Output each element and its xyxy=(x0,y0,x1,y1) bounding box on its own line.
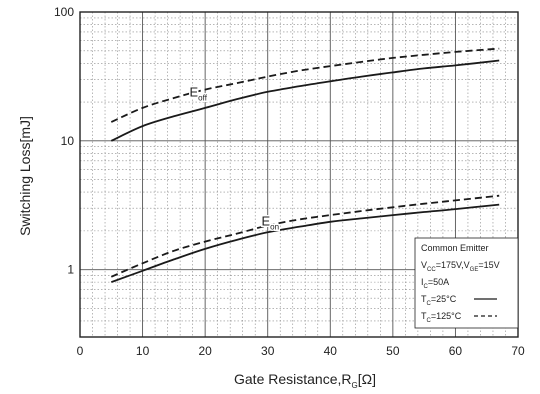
x-tick-label: 70 xyxy=(511,344,525,358)
x-axis-label: Gate Resistance,RG[Ω] xyxy=(234,371,376,390)
legend-entry-125c-label: TC=125°C xyxy=(421,311,462,324)
series-eon-25c-line xyxy=(110,203,500,283)
x-tick-label: 50 xyxy=(386,344,400,358)
legend: Common Emitter VCC=175V,VGE=15V IC=50A T… xyxy=(414,237,519,329)
curve-annotations: Eoff Eon xyxy=(188,83,281,233)
x-tick-label: 30 xyxy=(261,344,275,358)
series-eoff-125c-line xyxy=(110,47,500,123)
legend-box xyxy=(414,237,519,329)
x-tick-label: 40 xyxy=(324,344,338,358)
eon-annotation: Eon xyxy=(261,214,279,232)
y-tick-label: 100 xyxy=(54,5,74,19)
series-eoff-25c-line xyxy=(110,59,500,142)
x-tick-label: 10 xyxy=(136,344,150,358)
y-axis-label: Switching Loss[mJ] xyxy=(17,116,33,236)
legend-current-condition: IC=50A xyxy=(421,277,449,290)
plot-frame xyxy=(79,11,519,338)
eoff-annotation: Eoff xyxy=(190,85,208,103)
x-tick-label: 0 xyxy=(77,344,84,358)
y-tick-labels: 1 10 100 xyxy=(54,5,74,277)
x-tick-label: 20 xyxy=(198,344,212,358)
series-group xyxy=(110,47,500,283)
series-eon-125c-line xyxy=(110,194,500,278)
legend-entry-25c-label: TC=25°C xyxy=(421,294,457,307)
grid xyxy=(80,12,518,338)
y-tick-label: 10 xyxy=(61,134,75,148)
x-tick-label: 60 xyxy=(449,344,463,358)
y-tick-label: 1 xyxy=(67,263,74,277)
x-tick-labels: 0 10 20 30 40 50 60 70 xyxy=(77,344,525,358)
legend-title: Common Emitter xyxy=(421,243,489,253)
legend-voltage-conditions: VCC=175V,VGE=15V xyxy=(421,260,500,273)
